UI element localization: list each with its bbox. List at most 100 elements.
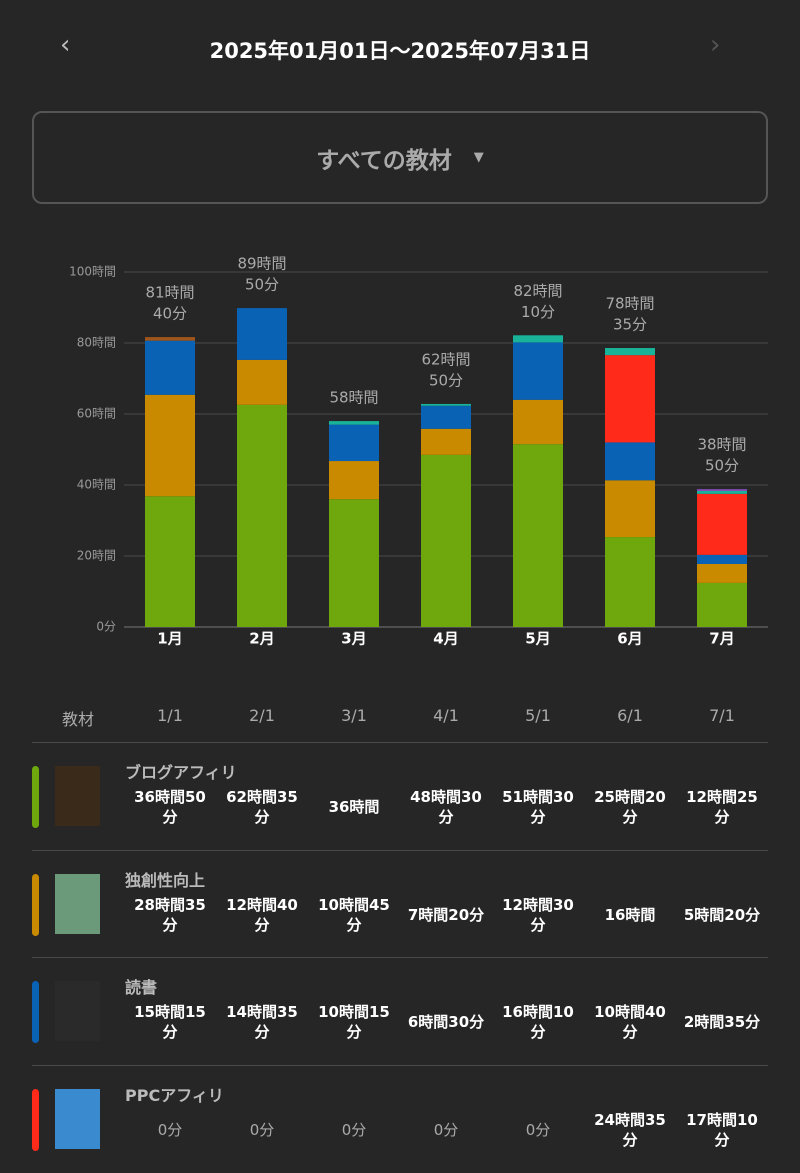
bar-segment xyxy=(237,404,287,627)
column-header: 1/1 xyxy=(157,706,183,725)
row-color-bar xyxy=(32,873,39,936)
bar-segment xyxy=(421,405,471,429)
total-label: 50分 xyxy=(429,371,463,389)
x-tick-label: 5月 xyxy=(525,630,550,648)
row-cell: 16時間10分 xyxy=(502,1003,574,1041)
row-cell: 12時間30分 xyxy=(502,895,574,934)
bar-segment xyxy=(697,563,747,583)
filter-dropdown[interactable]: すべての教材 ▼ xyxy=(32,111,768,204)
bar-segment xyxy=(513,444,563,627)
row-cell: 51時間30分 xyxy=(502,788,574,826)
bar-segment xyxy=(605,355,655,443)
row-cell: 10時間45分 xyxy=(318,895,390,934)
row-cell: 2時間35分 xyxy=(683,1013,761,1031)
total-label: 81時間 xyxy=(145,284,194,302)
bar-segment xyxy=(329,421,379,425)
total-label: 10分 xyxy=(521,303,555,321)
bar-segment xyxy=(145,496,195,627)
bar-segment xyxy=(697,493,747,555)
row-cell: 12時間40分 xyxy=(226,895,298,934)
column-header: 6/1 xyxy=(617,706,643,725)
x-tick-label: 4月 xyxy=(433,630,458,648)
x-tick-label: 6月 xyxy=(617,630,642,648)
row-thumbnail xyxy=(55,981,100,1041)
row-cell: 24時間35分 xyxy=(594,1110,666,1149)
y-tick-label: 80時間 xyxy=(77,336,116,350)
x-tick-label: 1月 xyxy=(157,630,182,648)
filter-label: すべての教材 xyxy=(316,147,452,174)
bar-segment xyxy=(513,399,563,445)
table-header: 教材 xyxy=(61,710,94,729)
row-cell: 0分 xyxy=(433,1120,459,1139)
total-label: 89時間 xyxy=(237,255,286,273)
total-label: 78時間 xyxy=(605,295,654,313)
bar-segment xyxy=(145,337,195,341)
bar-segment xyxy=(145,340,195,395)
y-tick-label: 0分 xyxy=(96,620,116,634)
row-cell: 48時間30分 xyxy=(410,788,482,826)
total-label: 62時間 xyxy=(421,350,470,368)
row-cell: 15時間15分 xyxy=(134,1003,206,1041)
total-label: 82時間 xyxy=(513,282,562,300)
row-cell: 0分 xyxy=(341,1120,367,1139)
bar-segment xyxy=(329,424,379,462)
total-label: 40分 xyxy=(153,305,187,323)
total-label: 35分 xyxy=(613,316,647,334)
total-label: 50分 xyxy=(705,457,739,475)
row-cell: 36時間50分 xyxy=(134,788,206,826)
bar-segment xyxy=(145,394,195,497)
prev-button[interactable]: ‹ xyxy=(60,30,71,60)
row-cell: 0分 xyxy=(157,1120,183,1139)
row-cell: 62時間35分 xyxy=(226,788,298,826)
bar-segment xyxy=(605,442,655,481)
row-divider xyxy=(32,1064,768,1066)
bar-segment xyxy=(421,454,471,627)
row-cell: 14時間35分 xyxy=(226,1003,298,1041)
x-tick-label: 3月 xyxy=(341,630,366,648)
bar-segment xyxy=(237,359,287,405)
row-name: ブログアフィリ xyxy=(125,763,237,782)
row-name: PPCアフィリ xyxy=(125,1085,224,1105)
bar-segment xyxy=(697,489,747,491)
row-color-bar xyxy=(32,981,39,1043)
row-divider xyxy=(32,957,768,958)
row-cell: 25時間20分 xyxy=(594,788,666,826)
bar-segment xyxy=(697,554,747,564)
dropdown-arrow: ▼ xyxy=(473,150,484,165)
column-header: 4/1 xyxy=(433,706,459,725)
x-tick-label: 7月 xyxy=(709,630,734,648)
y-tick-label: 20時間 xyxy=(77,549,116,563)
row-thumbnail xyxy=(55,1088,100,1149)
row-name: 独創性向上 xyxy=(125,870,206,890)
bar-segment xyxy=(605,348,655,356)
row-divider xyxy=(32,849,768,851)
bar-segment xyxy=(237,308,287,360)
column-header: 3/1 xyxy=(341,706,367,725)
bar-segment xyxy=(329,499,379,627)
row-cell: 7時間20分 xyxy=(407,905,485,924)
row-cell: 0分 xyxy=(525,1120,551,1139)
bar-segment xyxy=(605,537,655,627)
row-thumbnail xyxy=(55,873,100,934)
next-button[interactable]: › xyxy=(710,30,721,60)
bar-segment xyxy=(421,403,471,406)
row-cell: 28時間35分 xyxy=(134,895,206,934)
row-color-bar xyxy=(32,766,39,828)
column-header: 2/1 xyxy=(249,706,275,725)
x-tick-label: 2月 xyxy=(249,630,274,648)
row-cell: 6時間30分 xyxy=(407,1013,485,1031)
row-cell: 5時間20分 xyxy=(683,905,761,924)
row-thumbnail xyxy=(55,766,100,826)
row-color-bar xyxy=(32,1088,39,1151)
bar-segment xyxy=(421,428,471,455)
bar-segment xyxy=(329,461,379,500)
bar-segment xyxy=(697,490,747,494)
row-cell: 10時間15分 xyxy=(318,1003,390,1041)
bar-segment xyxy=(513,335,563,343)
bar-segment xyxy=(605,480,655,538)
column-header: 5/1 xyxy=(525,706,551,725)
row-cell: 17時間10分 xyxy=(686,1110,758,1149)
